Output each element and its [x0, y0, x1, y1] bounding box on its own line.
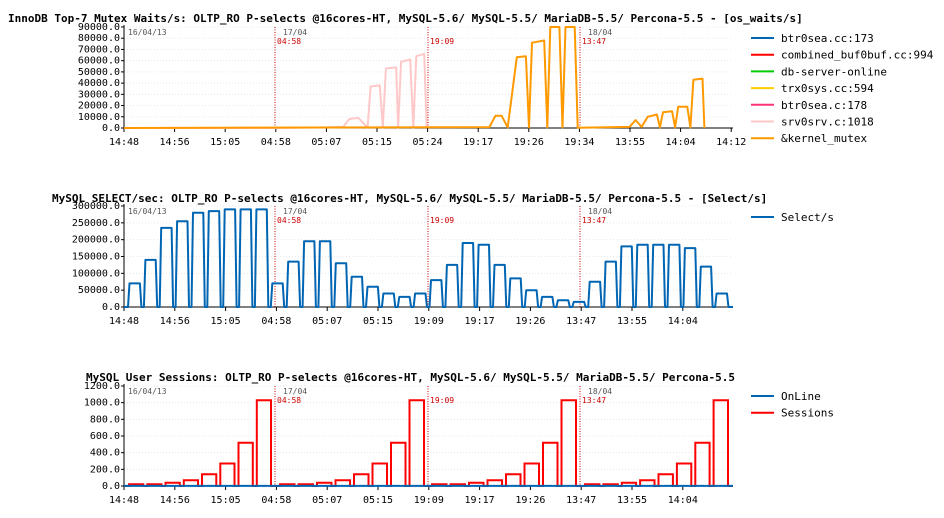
x-tick-label: 05:07	[312, 495, 342, 506]
y-tick-label: 1200.0	[84, 381, 120, 392]
marker-label: 19:09	[430, 37, 454, 46]
marker-label: 19:09	[430, 216, 454, 225]
y-tick-label: 50000.0	[78, 285, 120, 296]
x-tick-label: 13:47	[566, 316, 596, 327]
y-tick-label: 400.0	[90, 448, 120, 459]
date-label: 17/04	[283, 28, 307, 37]
legend-label: &kernel_mutex	[781, 132, 867, 145]
legend-label: combined_buf0buf.cc:994	[781, 49, 934, 62]
y-tick-label: 80000.0	[78, 33, 120, 44]
y-tick-label: 10000.0	[78, 112, 120, 123]
y-tick-label: 50000.0	[78, 67, 120, 78]
x-tick-label: 19:26	[515, 495, 545, 506]
y-tick-label: 90000.0	[78, 22, 120, 33]
y-tick-label: 40000.0	[78, 78, 120, 89]
x-tick-label: 19:17	[465, 495, 495, 506]
x-tick-label: 19:17	[463, 137, 493, 148]
x-tick-label: 15:05	[210, 137, 240, 148]
y-tick-label: 30000.0	[78, 89, 120, 100]
x-tick-label: 19:09	[414, 316, 444, 327]
date-label: 16/04/13	[128, 387, 167, 396]
x-tick-label: 19:26	[514, 137, 544, 148]
x-tick-label: 05:07	[312, 316, 342, 327]
y-tick-label: 60000.0	[78, 56, 120, 67]
x-tick-label: 19:17	[465, 316, 495, 327]
y-tick-label: 800.0	[90, 414, 120, 425]
marker-label: 13:47	[582, 396, 606, 405]
y-tick-label: 100000.0	[72, 268, 120, 279]
y-tick-label: 250000.0	[72, 218, 120, 229]
x-tick-label: 19:34	[564, 137, 594, 148]
legend-label: srv0srv.c:1018	[781, 116, 874, 129]
chart-title: MySQL User Sessions: OLTP_RO P-selects @…	[86, 371, 735, 384]
marker-label: 04:58	[277, 216, 301, 225]
x-tick-label: 04:58	[261, 316, 291, 327]
x-tick-label: 05:24	[413, 137, 443, 148]
y-tick-label: 0.0	[102, 302, 120, 313]
date-label: 18/04	[588, 387, 612, 396]
date-label: 18/04	[588, 207, 612, 216]
x-tick-label: 19:26	[515, 316, 545, 327]
x-tick-label: 15:05	[211, 495, 241, 506]
marker-label: 19:09	[430, 396, 454, 405]
x-tick-label: 14:12	[716, 137, 746, 148]
x-tick-label: 14:48	[109, 316, 139, 327]
x-tick-label: 14:04	[666, 137, 696, 148]
x-tick-label: 05:07	[311, 137, 341, 148]
legend-label: db-server-online	[781, 65, 887, 78]
date-label: 17/04	[283, 387, 307, 396]
legend-label: trx0sys.cc:594	[781, 82, 874, 95]
x-tick-label: 19:09	[414, 495, 444, 506]
y-tick-label: 70000.0	[78, 44, 120, 55]
date-label: 16/04/13	[128, 28, 167, 37]
x-tick-label: 14:56	[160, 137, 190, 148]
y-tick-label: 300000.0	[72, 201, 120, 212]
x-tick-label: 05:15	[362, 137, 392, 148]
legend-label: btr0sea.c:178	[781, 99, 867, 112]
x-tick-label: 05:15	[363, 495, 393, 506]
x-tick-label: 14:56	[160, 316, 190, 327]
legend-label: OnLine	[781, 390, 821, 403]
marker-label: 04:58	[277, 37, 301, 46]
series-line	[124, 399, 733, 487]
series-line	[123, 26, 706, 129]
x-tick-label: 04:58	[261, 495, 291, 506]
x-tick-label: 13:47	[566, 495, 596, 506]
chart-title: MySQL SELECT/sec: OLTP_RO P-selects @16c…	[52, 192, 767, 205]
x-tick-label: 15:05	[211, 316, 241, 327]
x-tick-label: 13:55	[617, 316, 647, 327]
y-tick-label: 600.0	[90, 431, 120, 442]
y-tick-label: 1000.0	[84, 398, 120, 409]
date-label: 16/04/13	[128, 207, 167, 216]
legend-label: Select/s	[781, 211, 834, 224]
y-tick-label: 200.0	[90, 464, 120, 475]
legend-label: btr0sea.cc:173	[781, 32, 874, 45]
y-tick-label: 200000.0	[72, 235, 120, 246]
x-tick-label: 14:04	[668, 495, 698, 506]
series-line	[124, 208, 733, 308]
x-tick-label: 14:48	[109, 137, 139, 148]
x-tick-label: 13:55	[617, 495, 647, 506]
x-tick-label: 14:04	[668, 316, 698, 327]
chart-title: InnoDB Top-7 Mutex Waits/s: OLTP_RO P-se…	[8, 12, 803, 25]
legend-label: Sessions	[781, 407, 834, 420]
y-tick-label: 20000.0	[78, 101, 120, 112]
date-label: 17/04	[283, 207, 307, 216]
y-tick-label: 150000.0	[72, 252, 120, 263]
x-tick-label: 13:55	[615, 137, 645, 148]
marker-label: 04:58	[277, 396, 301, 405]
date-label: 18/04	[588, 28, 612, 37]
x-tick-label: 14:48	[109, 495, 139, 506]
marker-label: 13:47	[582, 216, 606, 225]
x-tick-label: 04:58	[261, 137, 291, 148]
x-tick-label: 05:15	[363, 316, 393, 327]
y-tick-label: 0.0	[102, 481, 120, 492]
y-tick-label: 0.0	[102, 123, 120, 134]
marker-label: 13:47	[582, 37, 606, 46]
x-tick-label: 14:56	[160, 495, 190, 506]
